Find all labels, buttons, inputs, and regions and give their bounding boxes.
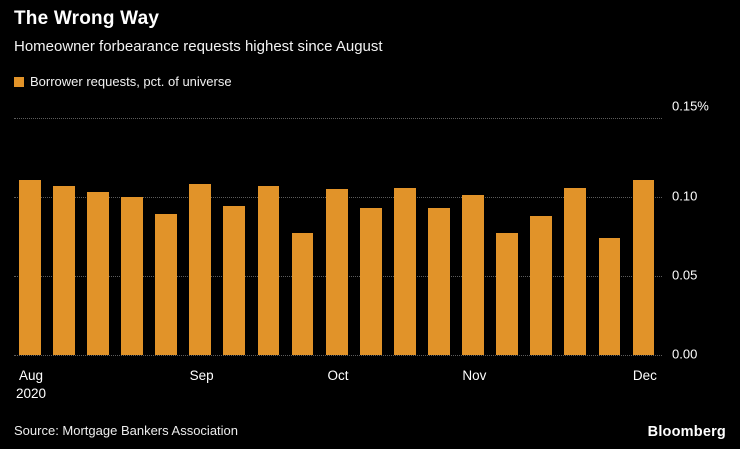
bar xyxy=(189,184,212,355)
bar xyxy=(462,195,484,355)
bloomberg-logo: Bloomberg xyxy=(647,424,726,440)
bar xyxy=(257,185,280,355)
chart-subtitle: Homeowner forbearance requests highest s… xyxy=(14,38,383,55)
x-tick-label: Aug 2020 xyxy=(16,368,47,401)
gridline xyxy=(14,355,662,356)
bar xyxy=(223,206,246,355)
bar xyxy=(52,185,75,355)
source-note: Source: Mortgage Bankers Association xyxy=(14,423,239,438)
legend: Borrower requests, pct. of universe xyxy=(14,74,232,89)
x-tick-label: Oct xyxy=(327,368,349,383)
plot-area xyxy=(14,118,662,356)
x-axis-labels: Aug 2020 Sep Oct Nov Dec xyxy=(14,363,662,403)
bar xyxy=(325,189,348,355)
bar xyxy=(359,208,382,355)
bar xyxy=(530,215,553,355)
x-tick-label: Dec xyxy=(632,368,657,383)
chart-title: The Wrong Way xyxy=(14,8,160,29)
bar xyxy=(496,233,519,355)
y-tick-label: 0.05 xyxy=(672,267,698,283)
bar xyxy=(18,179,41,355)
bar xyxy=(393,187,416,355)
x-tick-label: Nov xyxy=(462,368,487,383)
gridline xyxy=(14,118,662,119)
y-tick-label: 0.15% xyxy=(672,98,709,114)
bar xyxy=(121,197,143,355)
x-tick-label: Sep xyxy=(189,368,214,383)
bar xyxy=(155,214,177,355)
bar xyxy=(86,192,109,355)
legend-label: Borrower requests, pct. of universe xyxy=(30,74,232,89)
bar xyxy=(564,187,587,355)
y-tick-label: 0.00 xyxy=(672,346,698,362)
bar xyxy=(428,208,450,355)
bar xyxy=(632,179,655,355)
y-axis-labels: 0.15% 0.10 0.05 0.00 xyxy=(672,99,734,362)
bar xyxy=(598,238,621,355)
y-tick-label: 0.10 xyxy=(672,188,698,204)
bar xyxy=(291,233,314,355)
legend-swatch-icon xyxy=(14,76,24,87)
